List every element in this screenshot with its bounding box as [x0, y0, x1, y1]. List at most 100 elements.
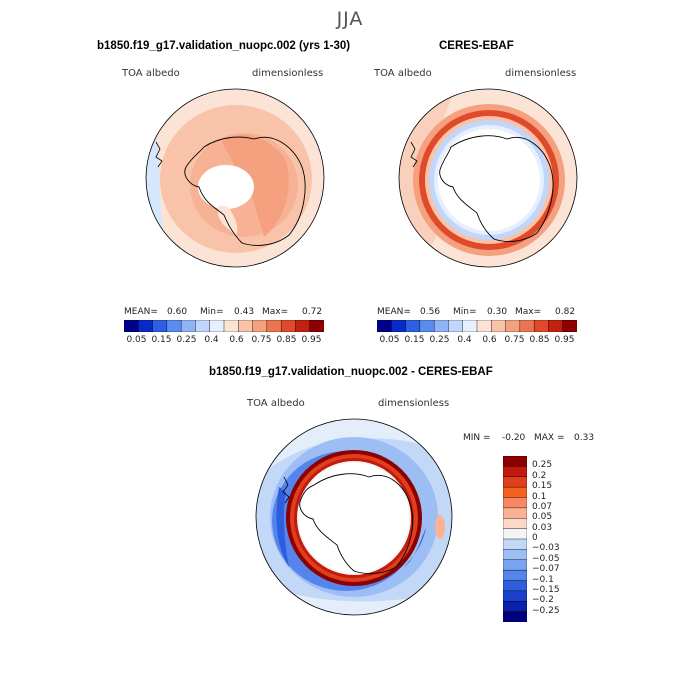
right-colorbar-tick: 0.85 — [529, 335, 550, 345]
right-colorbar-tick: 0.4 — [457, 335, 472, 345]
diff-colorbar-labels: 0.25 0.2 0.15 0.1 0.07 0.05 0.03 0 −0.03 −0.05 −0.… — [532, 456, 592, 622]
right-units-label: dimensionless — [505, 68, 577, 79]
right-colorbar-swatch — [448, 320, 464, 332]
diff-colorbar-swatch — [503, 538, 527, 550]
right-colorbar-swatch — [519, 320, 535, 332]
diff-colorbar-swatch — [503, 497, 527, 509]
right-colorbar-swatch — [491, 320, 507, 332]
diff-colorbar-label: −0.15 — [532, 584, 560, 595]
right-min-value: 0.30 — [487, 307, 508, 317]
right-polar-map — [398, 88, 578, 268]
diff-colorbar-swatch — [503, 549, 527, 561]
left-min-value: 0.43 — [234, 307, 255, 317]
diff-colorbar-label: −0.1 — [532, 574, 554, 585]
right-panel-title: CERES-EBAF — [439, 40, 514, 52]
left-colorbar-swatch — [295, 320, 311, 332]
left-colorbar-tick: 0.95 — [301, 335, 322, 345]
diff-colorbar-label: −0.07 — [532, 564, 560, 575]
left-colorbar-swatch — [252, 320, 268, 332]
diff-colorbar-label: 0.05 — [532, 512, 553, 523]
right-colorbar-swatch — [377, 320, 392, 332]
diff-colorbar-label: 0.07 — [532, 501, 553, 512]
right-colorbar-swatch — [562, 320, 577, 332]
diff-colorbar-swatch — [503, 466, 527, 478]
right-colorbar-swatch — [391, 320, 407, 332]
diff-colorbar-swatch — [503, 569, 527, 582]
diff-colorbar-label: 0.1 — [532, 491, 547, 502]
left-colorbar-ticks: 0.05 0.15 0.25 0.4 0.6 0.75 0.85 0.95 — [124, 335, 324, 347]
right-max-label: Max= — [515, 307, 542, 317]
diff-colorbar-swatch — [503, 456, 527, 467]
diff-colorbar-swatch — [503, 590, 527, 602]
left-max-value: 0.72 — [302, 307, 323, 317]
diff-panel-title: b1850.f19_g17.validation_nuopc.002 - CER… — [209, 366, 493, 378]
left-colorbar-tick: 0.75 — [251, 335, 272, 345]
right-colorbar — [377, 320, 577, 332]
season-title: JJA — [336, 8, 364, 30]
diff-colorbar-label: 0.25 — [532, 460, 553, 471]
diff-colorbar-swatch — [503, 476, 527, 488]
diff-colorbar-swatch — [503, 601, 527, 613]
left-colorbar-tick: 0.4 — [204, 335, 219, 345]
right-colorbar-swatch — [462, 320, 478, 332]
left-colorbar-swatch — [309, 320, 324, 332]
right-colorbar-tick: 0.6 — [482, 335, 497, 345]
diff-colorbar-swatch — [503, 528, 527, 540]
diff-min-value: -0.20 — [502, 433, 526, 443]
diff-max-label: MAX = — [534, 433, 565, 443]
left-colorbar-swatch — [152, 320, 168, 332]
left-colorbar-tick: 0.15 — [151, 335, 172, 345]
right-colorbar-tick: 0.75 — [504, 335, 525, 345]
right-colorbar-swatch — [533, 320, 549, 332]
diff-colorbar-label: 0.03 — [532, 522, 553, 533]
diff-colorbar-swatch — [503, 580, 527, 592]
right-colorbar-swatch — [505, 320, 521, 332]
diff-colorbar-swatch — [503, 507, 527, 519]
diff-colorbar-label: 0.15 — [532, 481, 553, 492]
diff-max-value: 0.33 — [574, 433, 595, 443]
left-polar-map — [145, 88, 325, 268]
diff-colorbar-label: 0.2 — [532, 470, 547, 481]
left-variable-label: TOA albedo — [122, 68, 180, 79]
left-colorbar-swatch — [166, 320, 182, 332]
diff-min-label: MIN = — [463, 433, 491, 443]
diff-colorbar-swatch — [503, 486, 527, 499]
left-colorbar-swatch — [280, 320, 296, 332]
diff-polar-map — [255, 418, 453, 616]
right-variable-label: TOA albedo — [374, 68, 432, 79]
diff-colorbar-swatch — [503, 611, 527, 622]
left-colorbar-swatch — [138, 320, 154, 332]
left-colorbar-swatch — [266, 320, 282, 332]
diff-variable-label: TOA albedo — [247, 398, 305, 409]
left-colorbar-swatch — [195, 320, 211, 332]
right-colorbar-swatch — [476, 320, 492, 332]
left-max-label: Max= — [262, 307, 289, 317]
diff-colorbar — [503, 456, 527, 622]
diff-colorbar-label: −0.03 — [532, 543, 560, 554]
right-colorbar-swatch — [548, 320, 564, 332]
left-panel-title: b1850.f19_g17.validation_nuopc.002 (yrs … — [97, 40, 351, 52]
diff-colorbar-label: 0 — [532, 533, 538, 543]
right-min-label: Min= — [453, 307, 477, 317]
diff-units-label: dimensionless — [378, 398, 450, 409]
right-colorbar-tick: 0.05 — [379, 335, 400, 345]
right-colorbar-tick: 0.95 — [554, 335, 575, 345]
left-colorbar-swatch — [238, 320, 254, 332]
right-mean-label: MEAN= — [377, 307, 411, 317]
left-colorbar — [124, 320, 324, 332]
left-colorbar-swatch — [180, 320, 196, 332]
right-colorbar-ticks: 0.05 0.15 0.25 0.4 0.6 0.75 0.85 0.95 — [377, 335, 577, 347]
left-mean-label: MEAN= — [124, 307, 158, 317]
diff-colorbar-label: −0.25 — [532, 605, 560, 616]
left-colorbar-swatch — [124, 320, 139, 332]
right-colorbar-tick: 0.15 — [404, 335, 425, 345]
right-colorbar-swatch — [433, 320, 449, 332]
left-colorbar-tick: 0.6 — [229, 335, 244, 345]
diff-colorbar-label: −0.2 — [532, 595, 554, 606]
left-colorbar-tick: 0.25 — [176, 335, 197, 345]
left-colorbar-tick: 0.05 — [126, 335, 147, 345]
left-min-label: Min= — [200, 307, 224, 317]
diff-colorbar-label: −0.05 — [532, 553, 560, 564]
right-max-value: 0.82 — [555, 307, 576, 317]
left-units-label: dimensionless — [252, 68, 324, 79]
